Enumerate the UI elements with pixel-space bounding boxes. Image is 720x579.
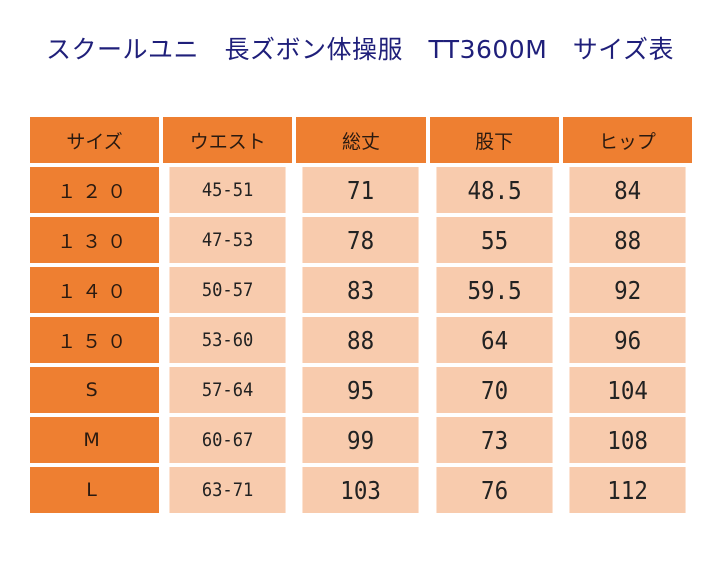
hip-cell: 104 (569, 367, 686, 413)
length-cell: 95 (302, 367, 420, 413)
inseam-cell: 76 (436, 467, 553, 513)
inseam-cell: 59.5 (436, 267, 553, 313)
size-cell: １３０ (30, 217, 160, 263)
length-cell: 83 (302, 267, 420, 313)
inseam-cell: 55 (436, 217, 553, 263)
waist-cell: 57-64 (169, 367, 286, 413)
waist-cell: 60-67 (169, 417, 286, 463)
waist-cell: 47-53 (169, 217, 286, 263)
length-cell: 71 (302, 167, 420, 213)
size-cell: １５０ (30, 317, 160, 363)
waist-cell: 53-60 (169, 317, 286, 363)
hip-cell: 88 (569, 217, 686, 263)
size-cell: M (30, 417, 160, 463)
length-cell: 88 (302, 317, 420, 363)
hip-cell: 96 (569, 317, 686, 363)
table-row: S 57-64 95 70 104 (30, 367, 692, 413)
header-waist: ウエスト (163, 117, 293, 163)
length-cell: 99 (302, 417, 420, 463)
table-header-row: サイズ ウエスト 総丈 股下 ヒップ (30, 117, 692, 163)
inseam-cell: 73 (436, 417, 553, 463)
size-cell: １４０ (30, 267, 160, 313)
table-row: １４０ 50-57 83 59.5 92 (30, 267, 692, 313)
waist-cell: 50-57 (169, 267, 286, 313)
hip-cell: 92 (569, 267, 686, 313)
length-cell: 78 (302, 217, 420, 263)
inseam-cell: 64 (436, 317, 553, 363)
size-cell: S (30, 367, 160, 413)
inseam-cell: 70 (436, 367, 553, 413)
inseam-cell: 48.5 (436, 167, 553, 213)
table-row: １３０ 47-53 78 55 88 (30, 217, 692, 263)
waist-cell: 63-71 (169, 467, 286, 513)
header-inseam: 股下 (429, 117, 559, 163)
header-size: サイズ (30, 117, 160, 163)
size-cell: L (30, 467, 160, 513)
hip-cell: 108 (569, 417, 686, 463)
hip-cell: 112 (569, 467, 686, 513)
header-length: 総丈 (296, 117, 426, 163)
header-hip: ヒップ (562, 117, 692, 163)
hip-cell: 84 (569, 167, 686, 213)
table-row: M 60-67 99 73 108 (30, 417, 692, 463)
size-table: サイズ ウエスト 総丈 股下 ヒップ １２０ 45-51 71 48.5 84 … (26, 113, 696, 517)
table-row: １５０ 53-60 88 64 96 (30, 317, 692, 363)
waist-cell: 45-51 (169, 167, 286, 213)
table-row: １２０ 45-51 71 48.5 84 (30, 167, 692, 213)
table-row: L 63-71 103 76 112 (30, 467, 692, 513)
length-cell: 103 (302, 467, 420, 513)
size-cell: １２０ (30, 167, 160, 213)
page-title: スクールユニ 長ズボン体操服 TT3600M サイズ表 (45, 35, 675, 64)
